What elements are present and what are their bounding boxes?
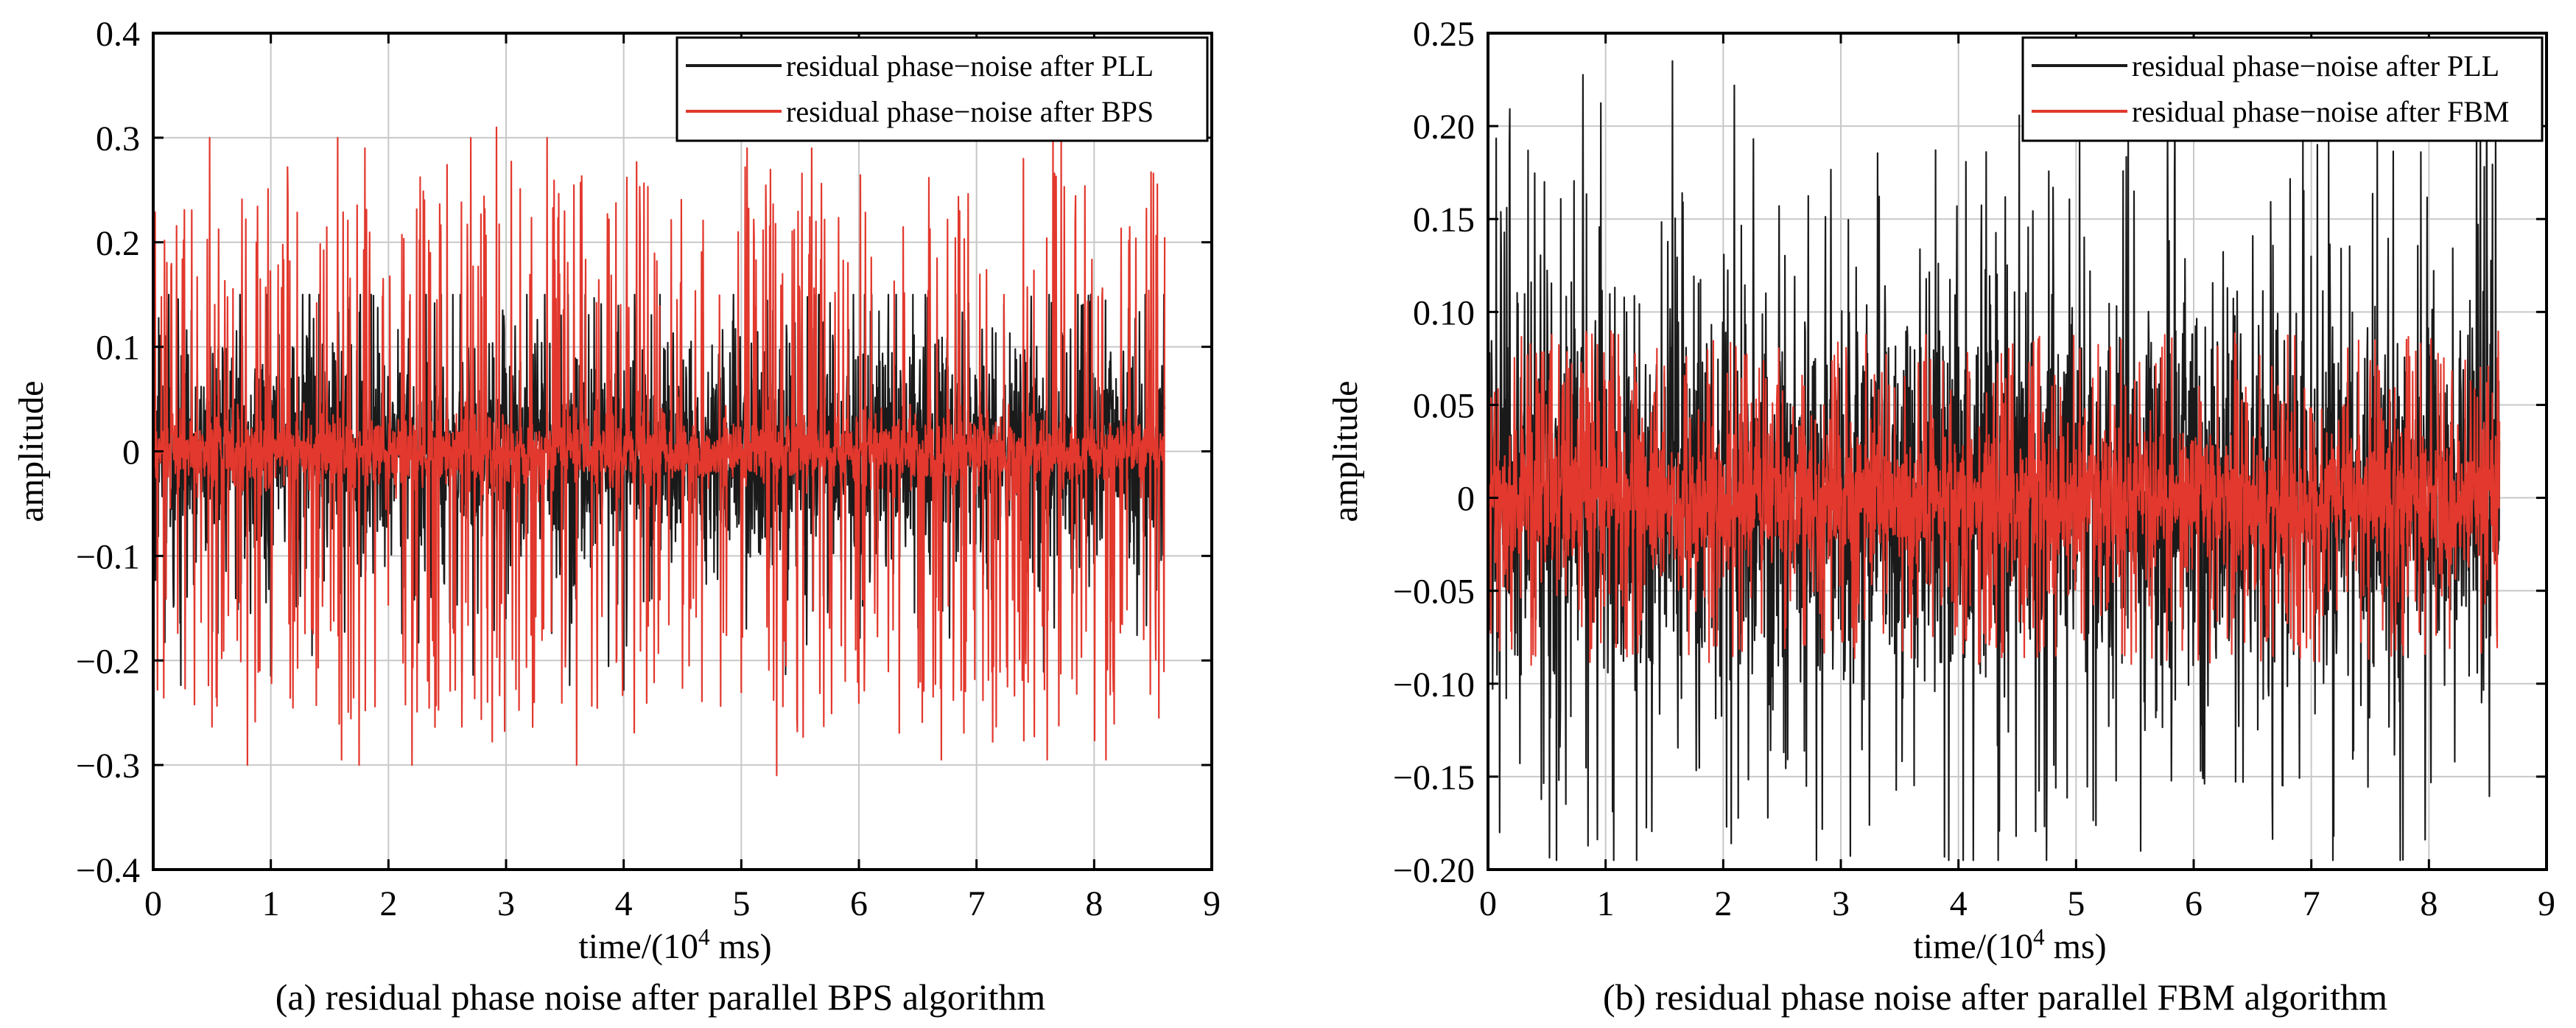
x-tick-label: 9 <box>2538 884 2555 923</box>
data-layer <box>153 126 1166 777</box>
y-tick-label: −0.05 <box>1393 573 1475 612</box>
x-tick-label: 5 <box>2067 884 2085 923</box>
x-tick-label: 0 <box>144 884 162 923</box>
legend-label: residual phase−noise after PLL <box>786 49 1154 83</box>
y-tick-label: −0.15 <box>1393 758 1475 797</box>
y-tick-label: −0.2 <box>76 642 140 681</box>
data-layer <box>1488 60 2501 861</box>
y-tick-label: 0.3 <box>96 119 140 158</box>
y-tick-label: 0.20 <box>1413 108 1475 147</box>
x-ticks: 0 1 2 3 4 5 6 7 8 9 <box>1479 33 2555 923</box>
legend-label: residual phase−noise after BPS <box>786 95 1154 128</box>
legend-label: residual phase−noise after PLL <box>2132 49 2499 83</box>
y-tick-label: 0.4 <box>96 15 140 54</box>
x-tick-label: 4 <box>1950 884 1968 923</box>
x-tick-label: 6 <box>850 884 868 923</box>
x-axis-label: time/(104 ms) <box>578 924 771 966</box>
x-ticks: 0 1 2 3 4 5 6 7 8 9 <box>144 33 1221 923</box>
y-tick-label: 0 <box>122 433 140 472</box>
axes-frame <box>1487 32 2548 871</box>
x-tick-label: 5 <box>732 884 750 923</box>
chart-a: 0 1 2 3 4 5 6 7 8 9 −0.4 −0.3 −0.2 −0.1 0 0.1 0.2 0.3 0.4 t… <box>12 15 1221 1018</box>
subfigure-caption: (a) residual phase noise after parallel … <box>276 976 1046 1018</box>
chart-b: 0 1 2 3 4 5 6 7 8 9−0.20−0.15−0.10−0.0500.050.100… <box>1326 15 2555 1018</box>
subfigure-caption: (b) residual phase noise after parallel … <box>1603 976 2387 1018</box>
y-axis-label: amplitude <box>1326 381 1365 522</box>
y-tick-label: −0.20 <box>1393 851 1475 890</box>
y-tick-label: 0.2 <box>96 224 140 263</box>
legend: residual phase−noise after PLL residual p… <box>2021 36 2544 142</box>
x-axis-label: time/(104 ms) <box>1913 924 2106 966</box>
x-tick-label: 8 <box>1085 884 1103 923</box>
y-tick-label: 0.15 <box>1413 200 1475 239</box>
x-tick-label: 7 <box>2303 884 2320 923</box>
legend-box <box>2021 36 2544 142</box>
x-tick-label: 3 <box>497 884 515 923</box>
y-tick-label: 0.25 <box>1413 15 1475 54</box>
y-tick-label: 0.05 <box>1413 386 1475 425</box>
y-tick-label: −0.10 <box>1393 665 1475 704</box>
legend-box <box>675 36 1209 142</box>
x-tick-label: 4 <box>615 884 633 923</box>
x-tick-label: 8 <box>2420 884 2438 923</box>
y-tick-label: 0.1 <box>96 329 140 368</box>
x-tick-label: 1 <box>262 884 280 923</box>
x-tick-label: 0 <box>1479 884 1497 923</box>
x-tick-label: 7 <box>968 884 986 923</box>
y-tick-label: 0 <box>1457 480 1475 519</box>
x-tick-label: 2 <box>1714 884 1732 923</box>
y-axis-label: amplitude <box>12 381 51 522</box>
y-tick-label: −0.1 <box>76 537 140 576</box>
x-tick-label: 9 <box>1203 884 1221 923</box>
x-tick-label: 2 <box>379 884 397 923</box>
series-line-bps <box>153 126 1166 777</box>
y-tick-label: 0.10 <box>1413 293 1475 332</box>
series-line-fbm <box>1488 330 2501 666</box>
y-ticks: −0.4 −0.3 −0.2 −0.1 0 0.1 0.2 0.3 0.4 <box>76 15 1212 890</box>
y-tick-label: −0.3 <box>76 746 140 786</box>
x-tick-label: 6 <box>2185 884 2203 923</box>
y-ticks: −0.20 −0.15 −0.10 −0.05 0 0.05 0.10 0.15 0.20 0.2… <box>1393 15 2547 890</box>
y-tick-label: −0.4 <box>76 851 140 890</box>
legend: residual phase−noise after PLL residual p… <box>675 36 1209 142</box>
x-tick-label: 1 <box>1597 884 1615 923</box>
x-tick-label: 3 <box>1832 884 1850 923</box>
legend-label: residual phase−noise after FBM <box>2132 95 2509 128</box>
